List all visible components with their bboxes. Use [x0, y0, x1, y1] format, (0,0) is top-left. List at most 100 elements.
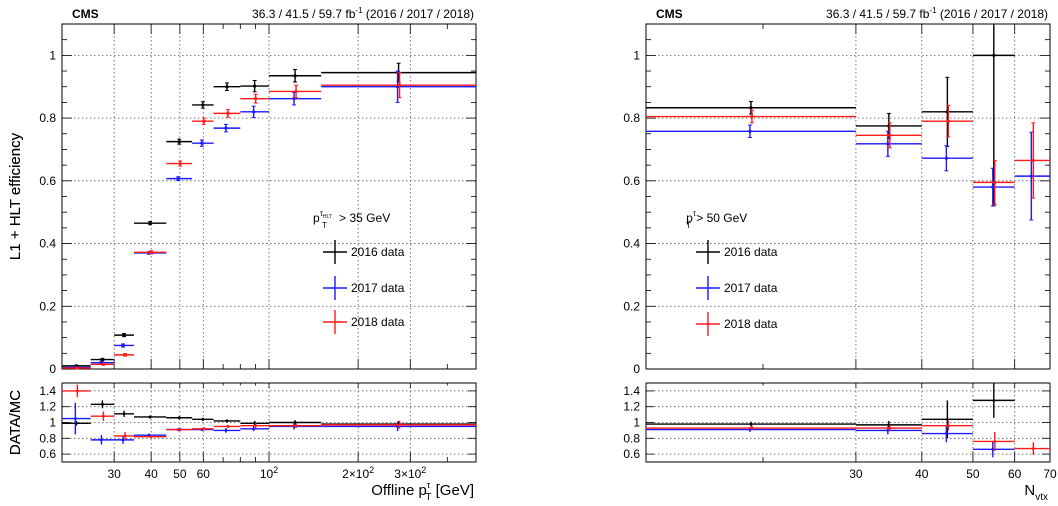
- y-tick-label: 0.6: [623, 174, 640, 188]
- data-point-marker: [224, 126, 228, 130]
- x-tick-label: 30: [849, 467, 863, 481]
- ratio-y-tick-label: 1.4: [39, 384, 56, 398]
- data-point-marker: [993, 180, 997, 184]
- legend-label: 2018 data: [351, 315, 405, 329]
- data-point-marker: [100, 357, 105, 362]
- y-tick-label: 1: [633, 48, 640, 62]
- x-tick-label: 30: [107, 467, 121, 481]
- legend-title: pτHLT T > 35 GeV: [313, 209, 390, 230]
- legend-label: 2016 data: [724, 245, 778, 259]
- ratio-y-tick-label: 0.6: [39, 447, 56, 461]
- x-tick-label: 60: [1008, 467, 1022, 481]
- x-tick-label: 40: [144, 467, 158, 481]
- luminosity-label: 36.3 / 41.5 / 59.7 fb-1 (2016 / 2017 / 2…: [826, 6, 1048, 21]
- x-axis-label: Offline pτ T [GeV]: [371, 480, 474, 503]
- ratio-point-marker: [888, 426, 892, 430]
- ratio-point-marker: [100, 438, 103, 442]
- ratio-point-marker: [1031, 447, 1035, 450]
- ratio-point-marker: [149, 435, 153, 439]
- ratio-y-tick-label: 1: [49, 416, 56, 430]
- cms-label: CMS: [656, 7, 683, 21]
- data-point-marker: [1031, 158, 1035, 163]
- ratio-point-marker: [225, 419, 229, 423]
- x-tick-label: 3×102: [394, 465, 426, 481]
- series-3: [646, 105, 1050, 455]
- y-tick-label: 1: [49, 48, 56, 62]
- ratio-point-marker: [993, 440, 997, 443]
- ratio-point-marker: [293, 421, 297, 424]
- ratio-point-marker: [224, 429, 228, 432]
- data-point-marker: [200, 141, 204, 145]
- ratio-point-marker: [123, 434, 127, 438]
- x-tick-label: 60: [197, 467, 211, 481]
- ratio-point-marker: [121, 438, 125, 442]
- ratio-point-marker: [294, 424, 298, 428]
- ratio-point-marker: [177, 416, 181, 420]
- data-point-marker: [946, 119, 950, 123]
- y-tick-label: 0: [49, 362, 56, 376]
- legend-label: 2018 data: [724, 317, 778, 331]
- ratio-point-marker: [750, 426, 754, 430]
- ratio-point-marker: [992, 398, 996, 402]
- luminosity-label: 36.3 / 41.5 / 59.7 fb-1 (2016 / 2017 / 2…: [252, 6, 474, 21]
- data-point-marker: [226, 111, 230, 115]
- data-point-marker: [886, 142, 890, 146]
- data-point-marker: [202, 119, 206, 123]
- data-point-marker: [121, 343, 125, 348]
- data-point-marker: [888, 133, 892, 137]
- data-point-marker: [397, 83, 402, 87]
- y-tick-label: 0.4: [623, 237, 640, 251]
- ratio-point-marker: [226, 425, 230, 428]
- ratio-y-axis-label: DATA/MC: [7, 390, 24, 455]
- x-tick-label: 40: [915, 467, 929, 481]
- x-tick-label: 102: [260, 465, 278, 481]
- x-tick-label: 50: [173, 467, 187, 481]
- legend: pτHLT T > 35 GeV 2016 data 2017 data 2018 da…: [313, 209, 405, 334]
- ratio-y-tick-label: 0.8: [39, 431, 56, 445]
- data-point-marker: [75, 366, 79, 370]
- y-tick-label: 0: [633, 362, 640, 376]
- x-tick-label: 70: [1043, 467, 1057, 481]
- data-point-marker: [148, 221, 152, 225]
- y-tick-label: 0.6: [39, 174, 56, 188]
- ratio-point-marker: [748, 428, 752, 432]
- ratio-point-marker: [201, 417, 205, 421]
- ratio-y-axis-label: DATA/MC: [7, 390, 24, 455]
- legend-label: 2017 data: [351, 281, 405, 295]
- series-2: [646, 124, 1050, 458]
- ratio-point-marker: [396, 425, 399, 428]
- ratio-point-marker: [252, 427, 256, 431]
- series-1: [62, 62, 476, 428]
- data-point-marker: [254, 97, 258, 101]
- ratio-y-tick-label: 0.8: [623, 431, 640, 445]
- x-tick-label: 2×102: [342, 465, 374, 481]
- y-tick-label: 0.8: [39, 111, 56, 125]
- ratio-y-tick-label: 1.2: [39, 400, 56, 414]
- ratio-y-tick-label: 1: [633, 416, 640, 430]
- x-axis-label: Nvtx: [1024, 482, 1048, 503]
- ratio-point-marker: [991, 447, 995, 451]
- ratio-y-tick-label: 1.2: [623, 400, 640, 414]
- legend-title: pτ T > 50 GeV: [686, 209, 747, 230]
- ratio-point-marker: [147, 433, 151, 437]
- data-point-marker: [123, 353, 127, 357]
- main-plot-frame: [645, 23, 1051, 370]
- legend: pτ T > 50 GeV 2016 data 2017 data 2018 data: [686, 209, 778, 336]
- data-point-marker: [176, 177, 180, 181]
- data-point-marker: [1029, 174, 1033, 178]
- data-point-marker: [992, 53, 996, 57]
- cms-label: CMS: [72, 7, 99, 21]
- data-point-marker: [991, 185, 995, 189]
- ratio-point-marker: [945, 417, 949, 421]
- series-2: [62, 70, 476, 445]
- ratio-point-marker: [148, 415, 152, 419]
- y-tick-label: 0.8: [623, 111, 640, 125]
- data-point-marker: [201, 103, 205, 107]
- ratio-point-marker: [944, 432, 948, 435]
- ratio-point-marker: [178, 428, 182, 432]
- ratio-point-marker: [75, 389, 79, 393]
- ratio-point-marker: [101, 402, 104, 406]
- x-tick-label: 50: [966, 467, 980, 481]
- ratio-point-marker: [886, 429, 890, 432]
- ratio-point-marker: [102, 414, 105, 418]
